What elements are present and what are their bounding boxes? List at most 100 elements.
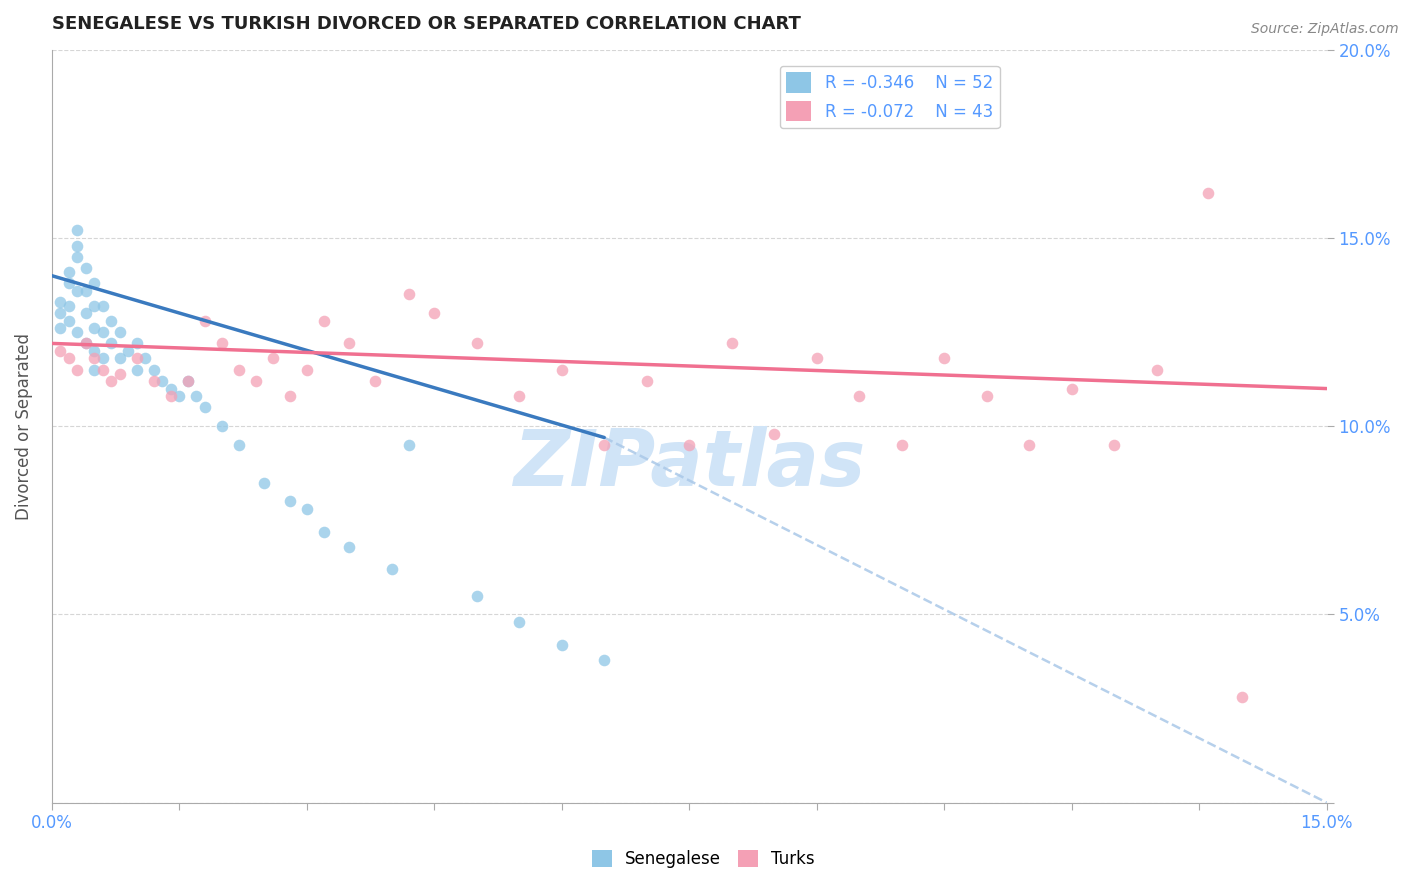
Point	[83, 299, 105, 313]
Point	[228, 363, 250, 377]
Point	[100, 336, 122, 351]
Point	[58, 314, 80, 328]
Point	[806, 351, 828, 366]
Point	[312, 314, 335, 328]
Point	[108, 351, 131, 366]
Point	[83, 343, 105, 358]
Point	[83, 351, 105, 366]
Point	[91, 325, 114, 339]
Point	[117, 343, 139, 358]
Point	[1102, 438, 1125, 452]
Legend: Senegalese, Turks: Senegalese, Turks	[585, 843, 821, 875]
Point	[49, 306, 72, 320]
Point	[211, 419, 233, 434]
Point	[91, 351, 114, 366]
Point	[66, 284, 89, 298]
Point	[177, 374, 200, 388]
Point	[1018, 438, 1040, 452]
Point	[91, 299, 114, 313]
Point	[465, 336, 488, 351]
Point	[167, 389, 190, 403]
Point	[1230, 690, 1253, 705]
Point	[211, 336, 233, 351]
Point	[58, 299, 80, 313]
Point	[890, 438, 912, 452]
Point	[976, 389, 998, 403]
Point	[763, 426, 786, 441]
Text: SENEGALESE VS TURKISH DIVORCED OR SEPARATED CORRELATION CHART: SENEGALESE VS TURKISH DIVORCED OR SEPARA…	[52, 15, 800, 33]
Point	[1146, 363, 1168, 377]
Point	[337, 336, 360, 351]
Point	[194, 314, 217, 328]
Point	[253, 475, 276, 490]
Point	[75, 284, 97, 298]
Point	[337, 540, 360, 554]
Point	[398, 287, 420, 301]
Point	[75, 306, 97, 320]
Point	[1197, 186, 1219, 200]
Y-axis label: Divorced or Separated: Divorced or Separated	[15, 333, 32, 520]
Point	[1060, 382, 1083, 396]
Point	[150, 374, 173, 388]
Point	[508, 615, 530, 629]
Point	[848, 389, 870, 403]
Point	[66, 325, 89, 339]
Point	[66, 238, 89, 252]
Point	[177, 374, 200, 388]
Point	[66, 223, 89, 237]
Point	[398, 438, 420, 452]
Point	[194, 401, 217, 415]
Point	[125, 363, 148, 377]
Text: ZIPatlas: ZIPatlas	[513, 425, 865, 502]
Point	[245, 374, 267, 388]
Point	[49, 321, 72, 335]
Point	[58, 276, 80, 290]
Point	[551, 638, 574, 652]
Point	[720, 336, 742, 351]
Point	[100, 374, 122, 388]
Point	[49, 295, 72, 310]
Point	[508, 389, 530, 403]
Point	[465, 589, 488, 603]
Point	[423, 306, 446, 320]
Point	[142, 363, 165, 377]
Point	[66, 250, 89, 264]
Point	[278, 494, 301, 508]
Point	[91, 363, 114, 377]
Point	[186, 389, 208, 403]
Point	[636, 374, 658, 388]
Point	[551, 363, 574, 377]
Point	[159, 389, 181, 403]
Point	[83, 321, 105, 335]
Point	[108, 325, 131, 339]
Point	[49, 343, 72, 358]
Point	[100, 314, 122, 328]
Point	[83, 363, 105, 377]
Point	[278, 389, 301, 403]
Point	[934, 351, 956, 366]
Point	[228, 438, 250, 452]
Point	[364, 374, 387, 388]
Point	[125, 351, 148, 366]
Point	[295, 363, 318, 377]
Point	[58, 351, 80, 366]
Point	[134, 351, 156, 366]
Point	[295, 502, 318, 516]
Legend: R = -0.346    N = 52, R = -0.072    N = 43: R = -0.346 N = 52, R = -0.072 N = 43	[780, 66, 1000, 128]
Point	[83, 276, 105, 290]
Text: Source: ZipAtlas.com: Source: ZipAtlas.com	[1251, 22, 1399, 37]
Point	[159, 382, 181, 396]
Point	[75, 336, 97, 351]
Point	[593, 652, 616, 666]
Point	[262, 351, 284, 366]
Point	[125, 336, 148, 351]
Point	[66, 363, 89, 377]
Point	[58, 265, 80, 279]
Point	[142, 374, 165, 388]
Point	[593, 438, 616, 452]
Point	[75, 261, 97, 276]
Point	[108, 367, 131, 381]
Point	[678, 438, 700, 452]
Point	[75, 336, 97, 351]
Point	[381, 562, 404, 576]
